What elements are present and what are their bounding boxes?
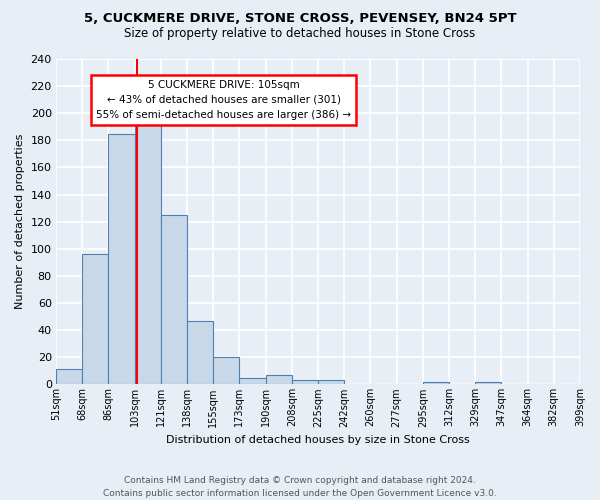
Bar xyxy=(475,382,502,384)
Bar xyxy=(423,382,449,384)
Text: 5, CUCKMERE DRIVE, STONE CROSS, PEVENSEY, BN24 5PT: 5, CUCKMERE DRIVE, STONE CROSS, PEVENSEY… xyxy=(83,12,517,26)
X-axis label: Distribution of detached houses by size in Stone Cross: Distribution of detached houses by size … xyxy=(166,435,470,445)
Bar xyxy=(109,134,134,384)
Text: Contains HM Land Registry data © Crown copyright and database right 2024.
Contai: Contains HM Land Registry data © Crown c… xyxy=(103,476,497,498)
Y-axis label: Number of detached properties: Number of detached properties xyxy=(15,134,25,310)
Bar xyxy=(161,215,187,384)
Bar xyxy=(187,320,213,384)
Bar xyxy=(134,113,161,384)
Bar xyxy=(82,254,109,384)
Text: 5 CUCKMERE DRIVE: 105sqm
← 43% of detached houses are smaller (301)
55% of semi-: 5 CUCKMERE DRIVE: 105sqm ← 43% of detach… xyxy=(96,80,351,120)
Bar xyxy=(239,378,266,384)
Bar xyxy=(318,380,344,384)
Bar xyxy=(292,380,318,384)
Bar xyxy=(56,370,82,384)
Bar xyxy=(213,358,239,384)
Text: Size of property relative to detached houses in Stone Cross: Size of property relative to detached ho… xyxy=(124,28,476,40)
Bar xyxy=(266,375,292,384)
